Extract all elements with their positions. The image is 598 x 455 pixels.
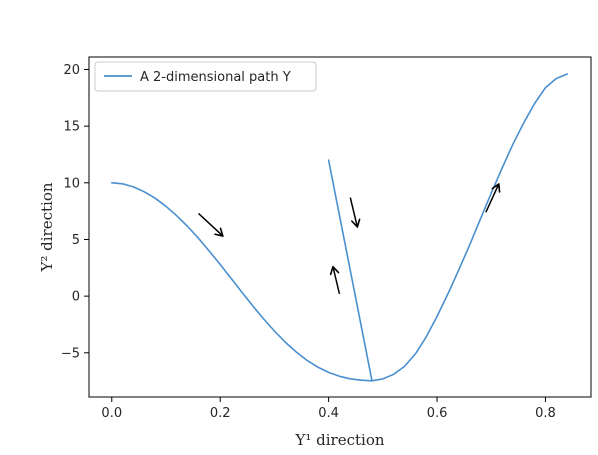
x-axis-ticks: 0.0 0.2 0.4 0.6 0.8 bbox=[101, 397, 556, 421]
legend: A 2-dimensional path Y bbox=[94, 61, 317, 92]
y-axis-ticks: −5 0 5 10 15 20 bbox=[61, 63, 89, 361]
plot-frame bbox=[88, 56, 592, 398]
y-tick-label: 20 bbox=[63, 63, 80, 78]
y-tick-label: −5 bbox=[61, 346, 80, 361]
y-tick-label: 0 bbox=[72, 290, 80, 305]
y-axis-label: Y² direction bbox=[38, 182, 56, 272]
y-tick-label: 10 bbox=[63, 176, 80, 191]
x-tick-label: 0.2 bbox=[210, 406, 231, 421]
x-tick-label: 0.8 bbox=[535, 406, 556, 421]
series-layer bbox=[111, 73, 568, 382]
direction-arrow-1 bbox=[349, 197, 361, 228]
x-tick-label: 0.4 bbox=[318, 406, 339, 421]
legend-box bbox=[94, 61, 317, 92]
plot-background bbox=[89, 57, 591, 397]
annotation-layer bbox=[197, 183, 501, 295]
legend-entry-label: A 2-dimensional path Y bbox=[140, 70, 291, 85]
direction-arrow-2 bbox=[329, 265, 341, 295]
direction-arrow-3 bbox=[485, 183, 501, 213]
y-tick-label: 5 bbox=[72, 233, 80, 248]
series-line-0 bbox=[111, 73, 568, 382]
x-tick-label: 0.6 bbox=[427, 406, 448, 421]
direction-arrow-0 bbox=[197, 212, 224, 237]
x-axis-label: Y¹ direction bbox=[294, 431, 384, 449]
y-tick-label: 15 bbox=[63, 120, 80, 135]
x-tick-label: 0.0 bbox=[101, 406, 122, 421]
